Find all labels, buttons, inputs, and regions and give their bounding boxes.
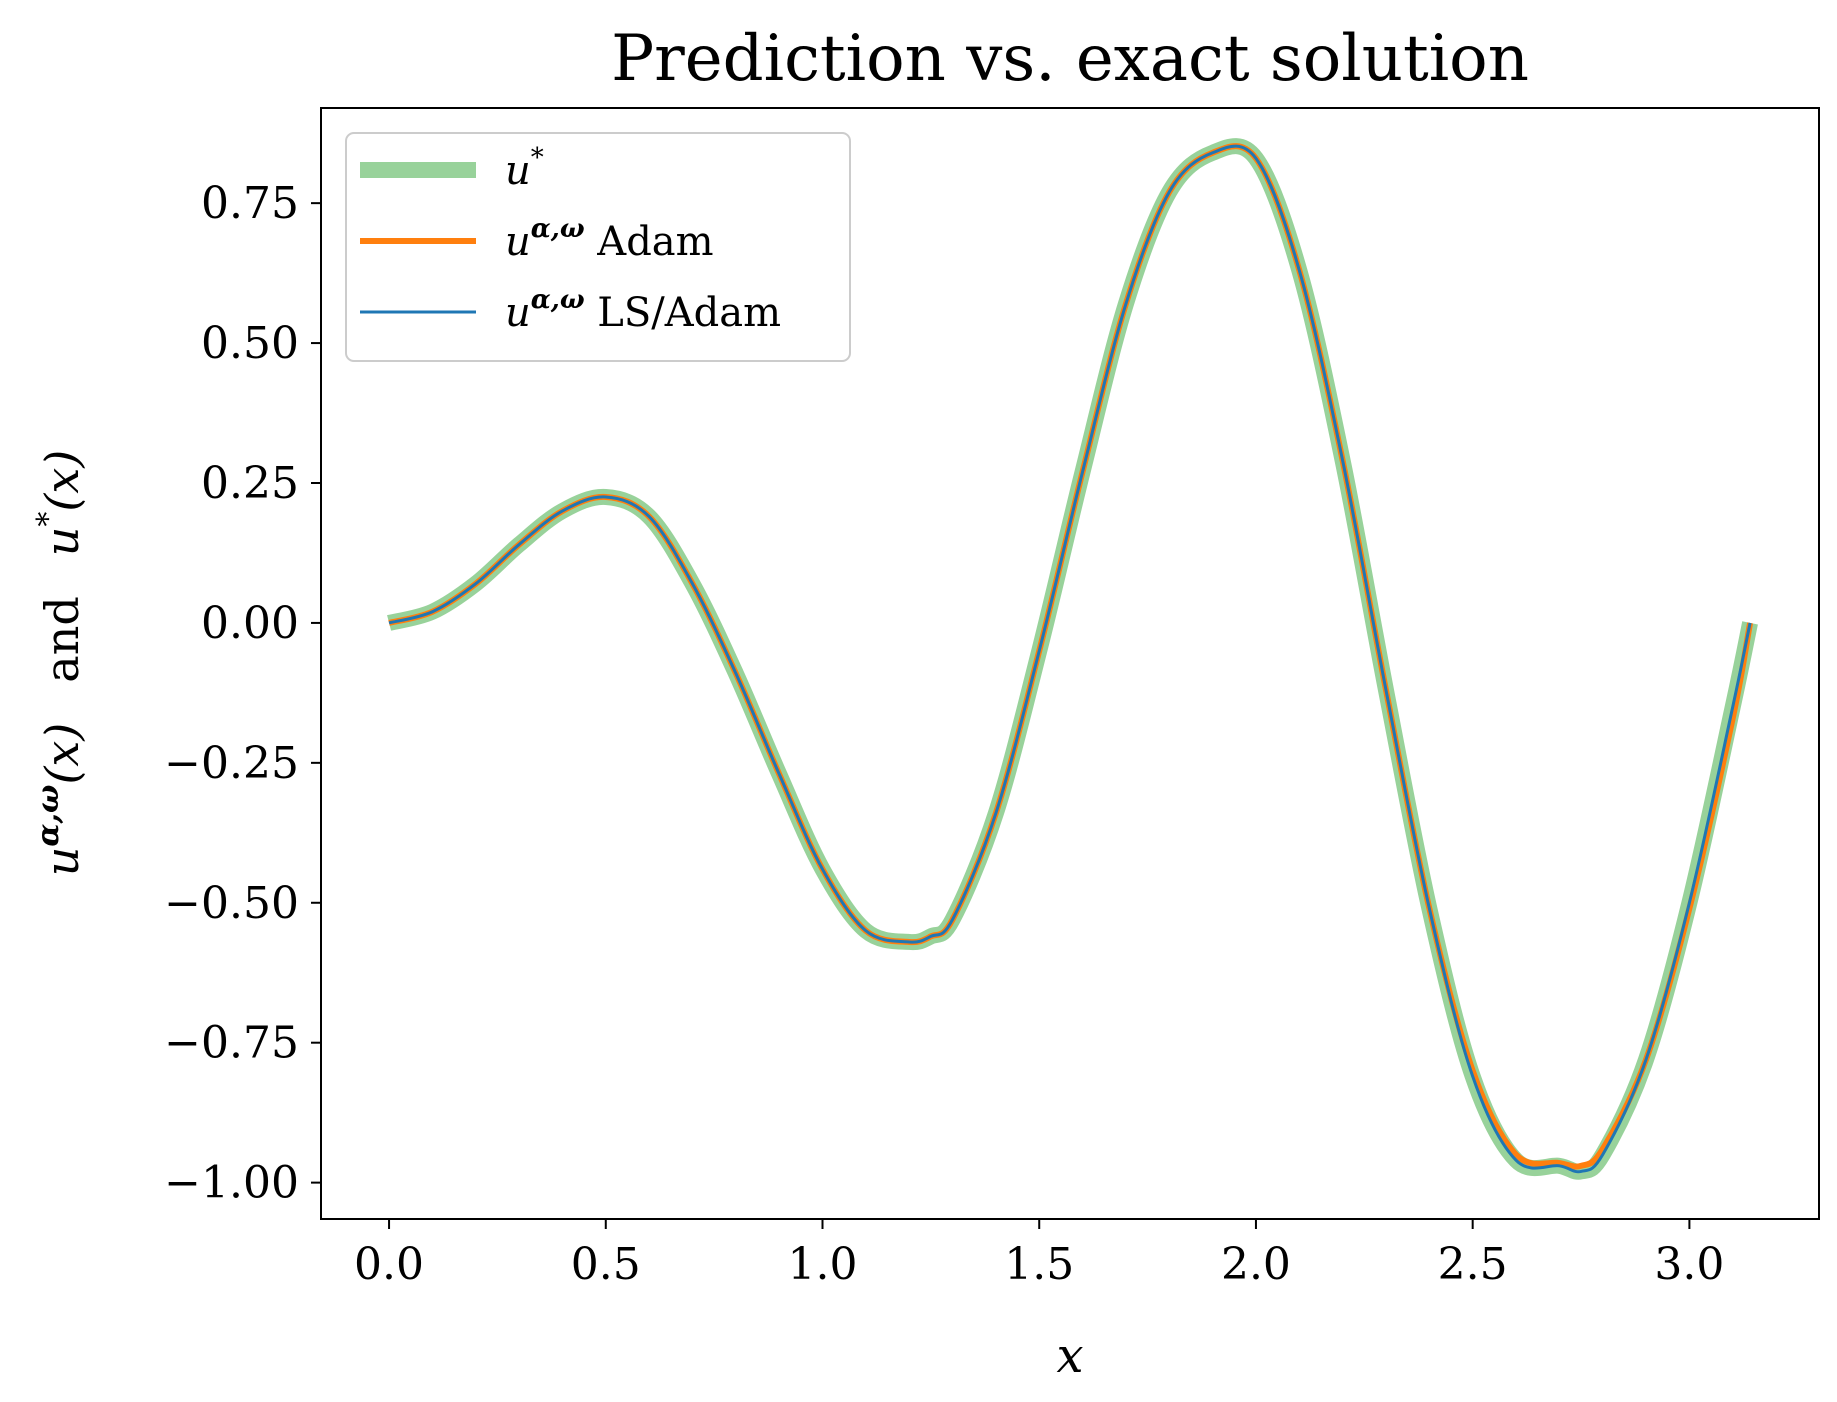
y-tick-label: −0.50 xyxy=(164,878,299,929)
legend-box xyxy=(345,132,851,362)
y-axis-label: uα,ω(x)andu*(x) xyxy=(31,450,89,877)
y-tick-label: 0.25 xyxy=(201,458,299,509)
x-tick-label: 1.5 xyxy=(1004,1239,1074,1290)
y-label-left-sup: α,ω xyxy=(31,785,66,847)
y-label-middle: and xyxy=(35,596,89,683)
series-line-2 xyxy=(388,144,1752,1174)
y-tick-label: 0.50 xyxy=(201,318,299,369)
x-tick-label: 0.0 xyxy=(354,1239,424,1290)
x-axis-label: x xyxy=(1056,1328,1083,1384)
series-group xyxy=(387,138,1758,1180)
x-axis-ticks: 0.0 0.5 1.0 1.5 2.0 2.5 3.0 xyxy=(354,1219,1724,1290)
y-label-right-sup: * xyxy=(31,512,66,527)
y-tick-label: 0.00 xyxy=(201,598,299,649)
legend-label-1: uα,ω Adam xyxy=(505,214,714,265)
y-axis-ticks: 0.75 0.50 0.25 0.00 −0.25 −0.50 −0.75 −1.00 xyxy=(164,178,321,1209)
y-tick-label: 0.75 xyxy=(201,178,299,229)
y-label-right-main: u xyxy=(35,527,89,557)
y-tick-label: −0.25 xyxy=(164,738,299,789)
y-label-left-main: u xyxy=(35,847,89,877)
legend-label-0: u* xyxy=(505,143,544,194)
x-tick-label: 0.5 xyxy=(571,1239,641,1290)
y-tick-label: −1.00 xyxy=(164,1158,299,1209)
chart-title: Prediction vs. exact solution xyxy=(611,22,1529,96)
y-label-left-arg: (x) xyxy=(35,723,89,785)
y-label-right-arg: (x) xyxy=(35,450,89,512)
x-tick-label: 2.0 xyxy=(1221,1239,1291,1290)
legend: u* uα,ω Adam uα,ω LS/Adam xyxy=(345,132,851,362)
svg-text:uα,ω(x)andu*(x): uα,ω(x)andu*(x) xyxy=(31,450,89,877)
x-tick-label: 2.5 xyxy=(1438,1239,1508,1290)
x-tick-label: 1.0 xyxy=(788,1239,858,1290)
x-tick-label: 3.0 xyxy=(1654,1239,1724,1290)
legend-label-2: uα,ω LS/Adam xyxy=(505,285,781,336)
plot-frame xyxy=(320,107,1820,1220)
y-tick-label: −0.75 xyxy=(164,1018,299,1069)
